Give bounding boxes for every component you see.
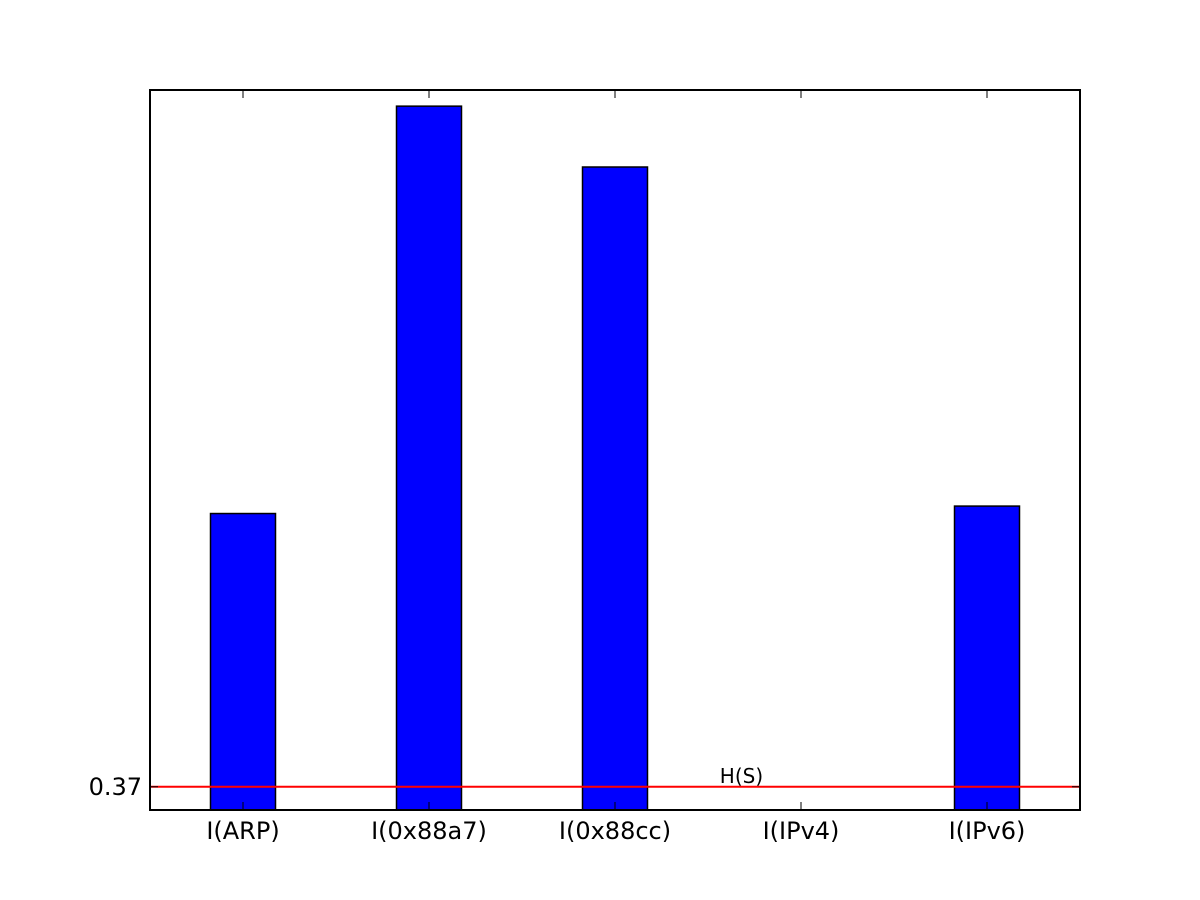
x-tick-label: I(IPv4): [763, 817, 840, 845]
x-tick-label: I(IPv6): [949, 817, 1026, 845]
bars-layer: [209, 105, 1021, 811]
x-tick-label: I(0x88a7): [371, 817, 487, 845]
x-tick-label: I(ARP): [206, 817, 279, 845]
y-tick-label: 0.37: [89, 773, 142, 801]
hs-reference-label: H(S): [720, 764, 763, 788]
labels-layer: I(ARP) I(0x88a7) I(0x88cc) I(IPv4) I(IPv6) 0.…: [89, 773, 1026, 845]
bar: [581, 166, 649, 811]
x-tick-label: I(0x88cc): [559, 817, 671, 845]
bar: [395, 105, 463, 811]
plot-area-frame: [149, 89, 1081, 811]
bar: [953, 505, 1021, 811]
ticks-layer: [150, 90, 1080, 810]
bar: [209, 512, 277, 811]
